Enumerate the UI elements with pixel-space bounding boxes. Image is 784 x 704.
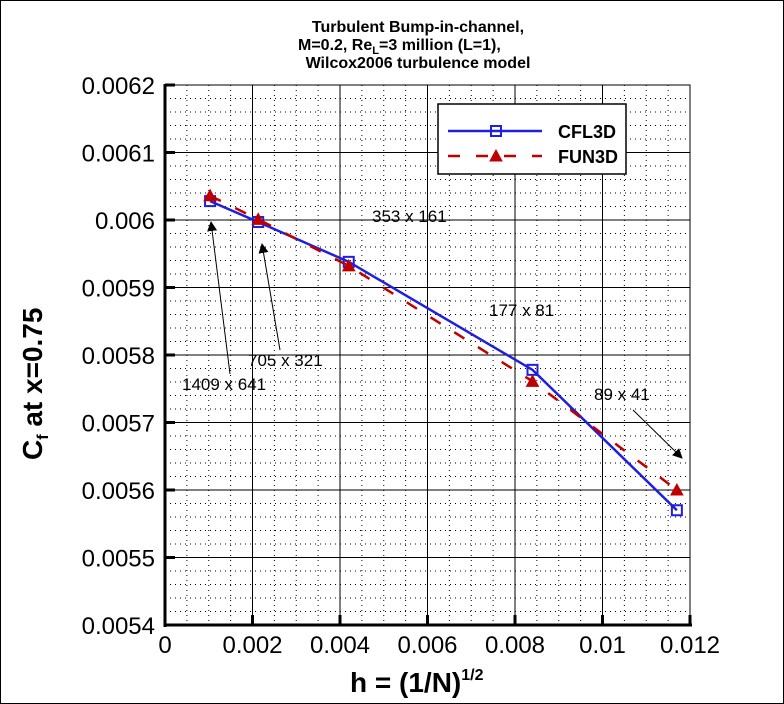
y-tick-label: 0.0054 (82, 613, 155, 640)
y-axis-label: Cf at x=0.75 (17, 308, 52, 460)
legend: CFL3D FUN3D (437, 103, 627, 175)
x-tick-label: 0 (158, 632, 171, 659)
triangle-marker-icon (489, 148, 503, 162)
grid-size-annotation: 177 x 81 (489, 301, 554, 320)
x-tick-label: 0.002 (222, 632, 282, 659)
x-tick-label: 0.01 (579, 632, 626, 659)
grid-size-annotation: 705 x 321 (248, 351, 323, 370)
y-tick-label: 0.0062 (82, 73, 155, 100)
triangle-marker-icon (670, 482, 684, 496)
grid (165, 85, 690, 625)
x-tick-label: 0.012 (660, 632, 720, 659)
svg-text:CFL3D: CFL3D (558, 122, 616, 142)
svg-text:Cf at x=0.75: Cf at x=0.75 (17, 308, 52, 460)
arrow-icon (207, 221, 231, 375)
grid-size-annotation: 353 x 161 (372, 207, 447, 226)
x-tick-label: 0.004 (310, 632, 370, 659)
square-marker-icon (670, 504, 683, 517)
triangle-marker-icon (251, 212, 266, 225)
arrow-icon (632, 409, 683, 459)
legend-item-fun3d: FUN3D (448, 147, 618, 167)
svg-text:Wilcox2006 turbulence model: Wilcox2006 turbulence model (306, 55, 531, 72)
svg-text:M=0.2, ReL=3 million (L=1),: M=0.2, ReL=3 million (L=1), (298, 37, 501, 57)
y-tick-label: 0.0059 (82, 276, 155, 303)
y-tick-label: 0.006 (95, 208, 155, 235)
annotations: 1409 x 641 705 x 321 353 x 161 177 x 81 89 x… (182, 207, 683, 459)
y-tick-label: 0.0058 (82, 343, 155, 370)
x-tick-label: 0.008 (485, 632, 545, 659)
svg-text:Turbulent Bump-in-channel,: Turbulent Bump-in-channel, (312, 19, 524, 36)
series-layer (203, 188, 684, 517)
grid-size-annotation: 1409 x 641 (182, 375, 266, 394)
x-axis-label: h = (1/N)1/2 (350, 667, 484, 698)
svg-text:h = (1/N)1/2: h = (1/N)1/2 (350, 667, 484, 698)
triangle-marker-icon (525, 374, 540, 387)
grid-size-annotation: 89 x 41 (594, 385, 650, 404)
y-tick-label: 0.0056 (82, 478, 155, 505)
y-tick-label: 0.0061 (82, 141, 155, 168)
triangle-marker-icon (203, 188, 217, 202)
legend-item-cfl3d: CFL3D (448, 122, 616, 142)
y-tick-label: 0.0057 (82, 411, 155, 438)
triangle-marker-icon (341, 258, 356, 272)
chart-title: Turbulent Bump-in-channel, M=0.2, ReL=3 … (298, 19, 530, 72)
svg-text:FUN3D: FUN3D (558, 147, 618, 167)
x-tick-label: 0.006 (397, 632, 457, 659)
square-marker-icon (490, 125, 502, 137)
y-tick-label: 0.0055 (82, 546, 155, 573)
axes: 0 0.002 0.004 0.006 0.008 0.01 0.012 0.0054 0.00… (82, 73, 720, 659)
arrow-icon (258, 243, 281, 351)
series-fun3d (203, 188, 684, 496)
